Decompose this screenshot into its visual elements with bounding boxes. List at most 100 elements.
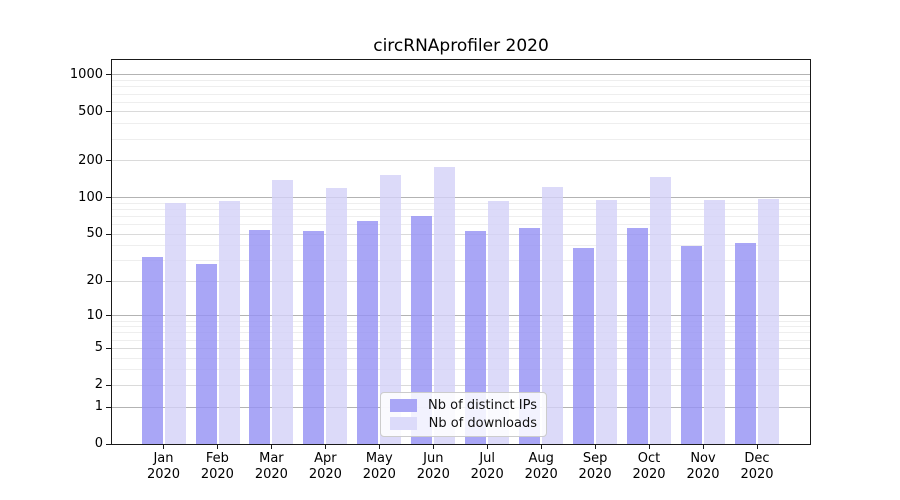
- x-axis-tick-mark-jun: [432, 444, 434, 449]
- y-axis-tick-mark-1000: [106, 74, 111, 76]
- x-axis-tick-label-sep: Sep 2020: [578, 451, 612, 482]
- y-axis-tick-mark-100: [106, 197, 111, 198]
- y-axis-tick-mark-50: [106, 233, 111, 235]
- chart-title: circRNAprofiler 2020: [373, 36, 549, 56]
- gridline-1000: [112, 74, 810, 76]
- bar-aug-distinct-ips: [519, 228, 541, 444]
- gridline-500: [112, 111, 810, 113]
- y-axis-tick-label-5: 5: [94, 340, 103, 356]
- bar-aug-downloads: [542, 186, 564, 444]
- bar-may-downloads: [380, 174, 402, 444]
- y-axis-tick-mark-10: [106, 315, 111, 317]
- y-axis-tick-label-50: 50: [86, 226, 103, 241]
- x-axis-tick-mark-may: [378, 444, 380, 449]
- legend: Nb of distinct IPs Nb of downloads: [380, 392, 547, 437]
- x-axis-tick-mark-nov: [702, 444, 704, 449]
- x-axis-tick-mark-aug: [540, 444, 542, 449]
- gridline-80: [112, 208, 810, 210]
- x-axis-tick-label-jan: Jan 2020: [146, 451, 181, 482]
- x-axis-tick-label-aug: Aug 2020: [524, 451, 558, 482]
- x-axis-tick-label-apr: Apr 2020: [308, 451, 342, 482]
- y-axis-tick-label-200: 200: [78, 152, 103, 168]
- gridline-50: [112, 233, 810, 235]
- bar-sep-distinct-ips: [573, 248, 595, 444]
- y-axis-tick-label-1000: 1000: [69, 66, 103, 82]
- plot-area: [111, 59, 811, 445]
- gridline-60: [112, 223, 810, 225]
- bar-sep-downloads: [596, 200, 618, 444]
- gridline-200: [112, 160, 810, 162]
- y-axis-tick-mark-500: [106, 111, 111, 113]
- bar-jun-downloads: [434, 167, 456, 444]
- legend-swatch-distinct-ips: [390, 399, 417, 412]
- bar-feb-distinct-ips: [195, 264, 217, 444]
- x-axis-tick-label-may: May 2020: [362, 451, 396, 482]
- gridline-5: [112, 347, 810, 349]
- legend-label-distinct-ips: Nb of distinct IPs: [428, 398, 537, 413]
- gridline-20: [112, 280, 810, 282]
- gridline-300: [112, 138, 810, 140]
- bar-dec-downloads: [758, 198, 779, 444]
- x-axis-tick-mark-oct: [648, 444, 650, 449]
- gridline-9: [112, 320, 810, 322]
- bar-dec-distinct-ips: [735, 243, 756, 444]
- x-axis-tick-label-jul: Jul 2020: [470, 451, 504, 482]
- bar-mar-distinct-ips: [249, 229, 271, 444]
- x-axis-tick-mark-sep: [594, 444, 596, 449]
- x-axis-tick-label-nov: Nov 2020: [686, 451, 720, 482]
- x-axis-tick-mark-jul: [486, 444, 488, 449]
- gridline-400: [112, 123, 810, 125]
- x-axis-tick-label-dec: Dec 2020: [740, 451, 774, 482]
- gridline-90: [112, 202, 810, 204]
- bar-nov-distinct-ips: [681, 245, 702, 444]
- bar-apr-distinct-ips: [303, 230, 325, 444]
- x-axis-tick-mark-mar: [270, 444, 272, 449]
- legend-swatch-downloads: [390, 417, 417, 430]
- y-axis-tick-label-10: 10: [86, 307, 103, 323]
- y-axis-tick-label-500: 500: [78, 103, 103, 119]
- y-axis-tick-mark-20: [106, 280, 111, 282]
- y-axis-tick-label-100: 100: [78, 189, 103, 205]
- gridline-6: [112, 339, 810, 341]
- gridline-600: [112, 101, 810, 103]
- legend-label-downloads: Nb of downloads: [428, 416, 537, 431]
- gridline-8: [112, 326, 810, 328]
- x-axis-tick-mark-dec: [756, 444, 758, 449]
- bar-mar-downloads: [272, 180, 294, 444]
- x-axis-tick-label-feb: Feb 2020: [200, 451, 234, 482]
- x-axis-tick-mark-jan: [163, 444, 164, 449]
- bar-may-distinct-ips: [357, 221, 379, 444]
- bar-jul-distinct-ips: [465, 230, 487, 444]
- gridline-2: [112, 384, 810, 386]
- bar-jul-downloads: [488, 200, 510, 444]
- bar-jan-distinct-ips: [141, 257, 163, 444]
- x-axis-tick-mark-apr: [324, 444, 326, 449]
- gridline-900: [112, 80, 810, 82]
- y-axis-tick-mark-2: [106, 384, 111, 386]
- x-axis-tick-mark-feb: [216, 444, 218, 449]
- y-axis-tick-mark-1: [106, 406, 111, 408]
- y-axis-tick-label-2: 2: [94, 377, 103, 393]
- gridline-4: [112, 357, 810, 359]
- gridline-100: [112, 197, 810, 198]
- x-axis-tick-label-jun: Jun 2020: [416, 451, 450, 482]
- gridline-40: [112, 245, 810, 247]
- gridline-7: [112, 332, 810, 334]
- bar-jan-downloads: [164, 202, 186, 444]
- bar-apr-downloads: [326, 187, 348, 444]
- gridline-700: [112, 93, 810, 95]
- bar-oct-downloads: [650, 176, 671, 444]
- y-axis-tick-mark-5: [106, 347, 111, 349]
- legend-item-downloads: Nb of downloads: [390, 416, 537, 431]
- y-axis-tick-label-20: 20: [86, 273, 103, 289]
- gridline-3: [112, 369, 810, 371]
- bar-nov-downloads: [704, 199, 725, 444]
- x-axis-tick-label-mar: Mar 2020: [254, 451, 288, 482]
- y-axis-tick-mark-200: [106, 160, 111, 162]
- y-axis-tick-mark-0: [106, 443, 111, 445]
- y-axis-tick-label-0: 0: [94, 436, 103, 451]
- gridline-30: [112, 260, 810, 262]
- x-axis-tick-label-oct: Oct 2020: [632, 451, 666, 482]
- legend-item-distinct-ips: Nb of distinct IPs: [390, 398, 537, 413]
